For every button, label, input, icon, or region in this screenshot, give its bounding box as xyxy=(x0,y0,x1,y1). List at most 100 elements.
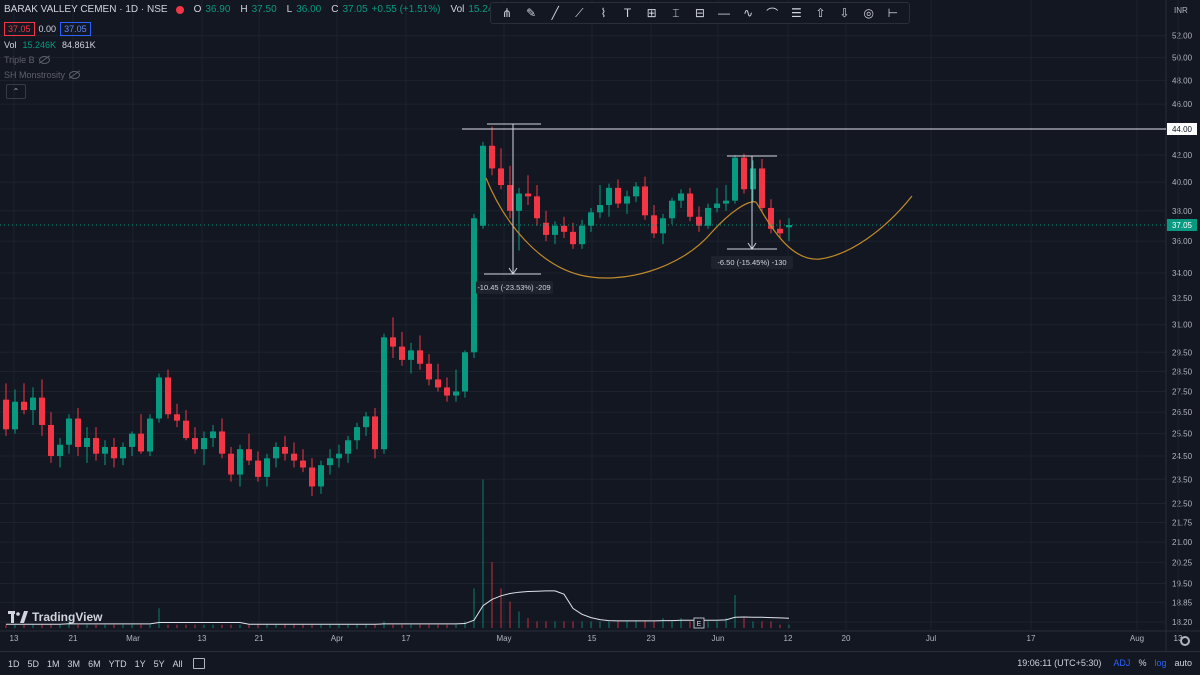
volume-bar xyxy=(149,624,151,628)
y-tick-label: 19.50 xyxy=(1172,579,1193,588)
y-tick-label: 21.00 xyxy=(1172,538,1193,547)
earnings-marker-icon[interactable] xyxy=(693,617,705,629)
clock-readout[interactable]: 19:06:11 (UTC+5:30) xyxy=(1017,658,1102,668)
percent-toggle[interactable]: % xyxy=(1138,658,1147,668)
volume-bar xyxy=(176,624,178,628)
x-tick-label: 12 xyxy=(784,634,793,643)
volume-bar xyxy=(167,624,169,628)
volume-bar xyxy=(401,624,403,628)
symbol-title[interactable]: BARAK VALLEY CEMEN · 1D · NSE xyxy=(4,4,168,15)
candle-body xyxy=(246,449,252,461)
position-icon[interactable]: ⊟ xyxy=(694,6,705,20)
volume-label: Vol xyxy=(4,40,17,50)
range-1d[interactable]: 1D xyxy=(8,658,20,669)
fib-icon[interactable]: ⌶ xyxy=(672,5,680,20)
arrow-down-icon[interactable]: ⇩ xyxy=(839,6,850,20)
range-5y[interactable]: 5Y xyxy=(153,658,165,669)
volume-bar xyxy=(5,624,7,628)
currency-label[interactable]: INR xyxy=(1174,6,1188,15)
volume-bar xyxy=(14,624,16,628)
bottom-bar: 1D 5D 1M 3M 6M YTD 1Y 5Y All 19:06:11 (UTC+5:30)… xyxy=(0,651,1200,675)
candle-body xyxy=(174,414,180,421)
vol-label: Vol xyxy=(450,4,465,15)
fork-icon[interactable]: ⋔ xyxy=(502,6,513,20)
range-1m[interactable]: 1M xyxy=(47,658,60,669)
candle-body xyxy=(264,458,270,477)
range-5d[interactable]: 5D xyxy=(27,658,40,669)
circle-icon[interactable]: ◎ xyxy=(863,6,874,20)
candle-body xyxy=(219,431,225,454)
range-all[interactable]: All xyxy=(172,658,183,669)
hidden-eye-icon[interactable] xyxy=(38,56,50,64)
range-6m[interactable]: 6M xyxy=(88,658,101,669)
volume-bar xyxy=(41,624,43,628)
candle-body xyxy=(57,444,63,456)
volume-bar xyxy=(275,624,277,628)
candle-body xyxy=(597,205,603,213)
candle-body xyxy=(210,431,216,439)
x-tick-label: 21 xyxy=(255,634,264,643)
x-tick-label: Jun xyxy=(712,634,725,643)
hline-icon[interactable]: — xyxy=(718,6,731,20)
sell-price-button[interactable]: 37.05 xyxy=(4,22,35,36)
pencil-icon[interactable]: ✎ xyxy=(526,6,537,20)
volume-bar xyxy=(86,624,88,628)
auto-toggle[interactable]: auto xyxy=(1174,658,1192,668)
price-chart[interactable]: 18.20 18.85 19.50 20.25 21.00 21.75 22.50 23.50… xyxy=(0,0,1200,651)
volume-bar xyxy=(428,624,430,628)
volume-ma-value: 84.861K xyxy=(62,40,96,50)
collapse-legend-button[interactable]: ⌃ xyxy=(6,84,26,99)
volume-bar xyxy=(770,621,772,628)
volume-legend: Vol 15.246K 84.861K xyxy=(4,40,96,50)
zigzag-icon[interactable]: ∿ xyxy=(743,6,754,20)
candle-body xyxy=(534,196,540,219)
hidden-eye-icon[interactable] xyxy=(69,71,81,79)
volume-bar xyxy=(122,624,124,628)
volume-bar xyxy=(212,624,214,628)
range-icon[interactable]: ⊢ xyxy=(887,6,899,20)
candle-body xyxy=(732,157,738,201)
volume-bar xyxy=(365,624,367,628)
volume-bar xyxy=(23,624,25,628)
indicator-sh-monstrosity[interactable]: SH Monstrosity xyxy=(4,70,81,80)
y-tick-label: 31.00 xyxy=(1172,321,1193,330)
lines-icon[interactable]: ☰ xyxy=(790,6,802,20)
candle-body xyxy=(165,377,171,415)
log-toggle[interactable]: log xyxy=(1154,658,1167,668)
candle-body xyxy=(786,225,792,228)
grid-icon[interactable]: ⊞ xyxy=(646,6,657,20)
buy-price-button[interactable]: 37.05 xyxy=(60,22,91,36)
measure-label: -6.50 (-15.45%) -130 xyxy=(717,258,786,267)
measure-label: -10.45 (-23.53%) -209 xyxy=(477,283,550,292)
volume-bar xyxy=(32,624,34,628)
y-tick-label: 42.00 xyxy=(1172,151,1193,160)
x-tick-label: 17 xyxy=(402,634,411,643)
volume-bar xyxy=(257,624,259,628)
volume-bar xyxy=(617,621,619,628)
candle-body xyxy=(408,350,414,360)
range-1y[interactable]: 1Y xyxy=(134,658,146,669)
range-ytd[interactable]: YTD xyxy=(108,658,127,669)
volume-bar xyxy=(77,624,79,628)
candle-body xyxy=(21,401,27,411)
volume-bar xyxy=(329,624,331,628)
candle-body xyxy=(75,418,81,447)
brush-icon[interactable]: ⟋ xyxy=(575,5,584,20)
calendar-icon[interactable] xyxy=(192,658,205,669)
candle-body xyxy=(444,387,450,396)
path-icon[interactable]: ⌇ xyxy=(600,6,607,20)
line-icon[interactable]: ╱ xyxy=(551,6,559,20)
range-3m[interactable]: 3M xyxy=(67,658,81,669)
arrow-up-icon[interactable]: ⇧ xyxy=(815,6,826,20)
range-selector: 1D 5D 1M 3M 6M YTD 1Y 5Y All xyxy=(0,659,183,669)
candle-body xyxy=(336,453,342,459)
brush-shape-icon[interactable]: ⌒ xyxy=(766,6,779,21)
adj-toggle[interactable]: ADJ xyxy=(1113,658,1131,668)
volume-bar xyxy=(581,621,583,628)
indicator-triple-b[interactable]: Triple B xyxy=(4,55,50,65)
chart-settings-gear-icon[interactable] xyxy=(1180,636,1190,646)
x-tick-label: Aug xyxy=(1130,634,1144,643)
text-icon[interactable]: T xyxy=(623,6,632,20)
candle-body xyxy=(660,218,666,234)
volume-bar xyxy=(293,624,295,628)
